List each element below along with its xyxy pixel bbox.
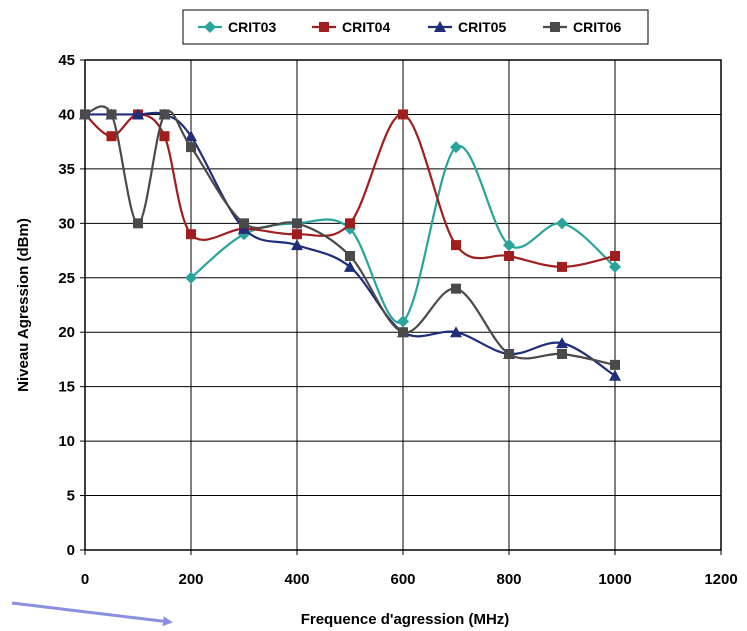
legend-marker [204, 21, 216, 33]
data-point-crit06 [398, 327, 408, 338]
data-point-crit06 [239, 218, 249, 229]
data-point-crit06 [504, 349, 514, 359]
legend-entry-crit06: CRIT06 [543, 19, 621, 35]
y-tick-label: 25 [58, 270, 75, 287]
data-point-crit04 [345, 218, 355, 229]
legend-label: CRIT05 [458, 19, 506, 35]
data-point-crit03 [503, 239, 515, 252]
series-group [79, 105, 621, 381]
legend-box [182, 9, 649, 45]
data-point-crit04 [292, 229, 302, 240]
data-point-crit06 [292, 218, 302, 229]
data-point-crit04 [557, 261, 567, 272]
legend-label: CRIT04 [342, 19, 390, 35]
legend-label: CRIT03 [228, 19, 276, 35]
data-point-crit05 [185, 130, 197, 142]
x-tick-label: 200 [178, 571, 203, 588]
data-point-crit05 [609, 369, 621, 381]
x-axis-title: Frequence d'agression (MHz) [301, 611, 510, 628]
x-tick-label: 400 [284, 571, 309, 588]
y-tick-label: 45 [58, 52, 75, 69]
data-point-crit06 [610, 359, 620, 370]
data-point-crit04 [451, 240, 461, 251]
y-tick-label: 30 [58, 215, 75, 232]
data-point-crit06 [106, 109, 117, 120]
data-point-crit03 [609, 260, 621, 273]
data-point-crit04 [398, 109, 408, 120]
data-point-crit03 [185, 271, 197, 284]
data-point-crit05 [344, 260, 356, 272]
y-tick-label: 40 [58, 106, 75, 123]
series-crit06 [80, 105, 620, 370]
data-point-crit04 [186, 229, 196, 240]
data-point-crit04 [159, 131, 170, 142]
y-axis-ticks: 0 5 10 15 20 25 30 35 40 45 [58, 52, 85, 559]
y-tick-label: 5 [67, 488, 75, 505]
x-axis-ticks: 0 200 400 600 800 1000 1200 [81, 550, 738, 588]
data-point-crit06 [186, 142, 196, 153]
y-tick-label: 35 [58, 161, 75, 178]
data-point-crit04 [106, 131, 117, 142]
legend-entry-crit05: CRIT05 [428, 19, 506, 35]
legend-label: CRIT06 [573, 19, 621, 35]
legend-entry-crit04: CRIT04 [312, 19, 390, 35]
data-point-crit04 [610, 251, 620, 261]
data-point-crit05 [291, 239, 303, 251]
y-tick-label: 0 [67, 542, 75, 559]
data-point-crit05 [450, 326, 462, 338]
y-axis-title: Niveau Agression (dBm) [15, 218, 32, 392]
y-tick-label: 15 [58, 379, 75, 396]
legend-marker [434, 21, 446, 32]
legend: CRIT03 CRIT04 CRIT05 CRIT06 [182, 9, 649, 45]
data-point-crit03 [556, 217, 568, 230]
legend-marker [319, 22, 329, 32]
data-point-crit06 [133, 218, 143, 229]
legend-marker [550, 22, 560, 32]
data-point-crit03 [397, 315, 409, 328]
data-point-crit03 [450, 141, 462, 154]
x-tick-label: 800 [496, 571, 521, 588]
data-point-crit05 [132, 108, 144, 120]
data-point-crit06 [451, 283, 461, 294]
x-tick-label: 1200 [704, 571, 737, 588]
x-tick-label: 1000 [598, 571, 631, 588]
data-point-crit06 [345, 251, 355, 261]
y-tick-label: 10 [58, 433, 75, 450]
data-point-crit06 [159, 109, 170, 120]
y-tick-label: 20 [58, 324, 75, 341]
x-tick-label: 0 [81, 571, 89, 588]
data-point-crit04 [504, 251, 514, 261]
arrow-annotation [11, 601, 173, 627]
gridlines [85, 60, 721, 550]
x-tick-label: 600 [390, 571, 415, 588]
data-point-crit05 [556, 337, 568, 349]
data-point-crit06 [80, 109, 90, 120]
data-point-crit06 [557, 349, 567, 359]
legend-entry-crit03: CRIT03 [198, 19, 276, 35]
